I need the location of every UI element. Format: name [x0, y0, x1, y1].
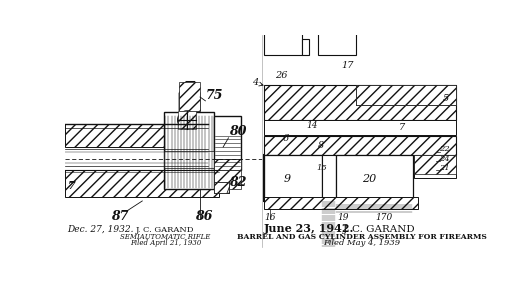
Bar [214, 182, 229, 193]
Text: 19: 19 [337, 213, 349, 222]
Text: Dec. 27, 1932.: Dec. 27, 1932. [68, 225, 134, 234]
Bar [318, 9, 356, 55]
Text: Filed April 21, 1930: Filed April 21, 1930 [130, 239, 201, 247]
Bar [264, 135, 456, 155]
Bar [214, 116, 241, 170]
Bar [414, 155, 456, 174]
Polygon shape [179, 82, 200, 111]
Bar [356, 86, 456, 105]
Text: J. C. GARAND: J. C. GARAND [136, 226, 195, 234]
Circle shape [178, 111, 196, 129]
Bar [164, 112, 214, 189]
Text: BARREL AND GAS CYLINDER ASSEMBLY FOR FIREARMS: BARREL AND GAS CYLINDER ASSEMBLY FOR FIR… [237, 233, 487, 241]
Bar [264, 120, 456, 135]
Text: 15: 15 [316, 164, 327, 172]
Bar [214, 159, 241, 170]
Bar [264, 86, 456, 120]
Bar [214, 170, 241, 189]
Text: 4: 4 [252, 78, 263, 87]
Text: 6: 6 [283, 134, 289, 143]
Bar [164, 151, 214, 168]
Bar [178, 111, 196, 129]
Bar [303, 39, 309, 55]
Text: 7: 7 [399, 123, 405, 132]
Bar [214, 182, 229, 193]
Text: 170: 170 [376, 213, 393, 222]
Text: 82: 82 [229, 176, 247, 189]
Text: SEMIAUTOMATIC RIFLE: SEMIAUTOMATIC RIFLE [120, 233, 210, 241]
Text: 80: 80 [229, 125, 247, 138]
Bar [414, 155, 456, 178]
Text: 7: 7 [68, 181, 75, 191]
Text: 8: 8 [318, 141, 324, 150]
Text: 20: 20 [362, 174, 377, 184]
Bar [66, 170, 219, 197]
Bar [335, 155, 413, 201]
Bar [179, 82, 200, 111]
Text: 75: 75 [205, 88, 223, 101]
Text: Filed May 4, 1939: Filed May 4, 1939 [323, 239, 400, 247]
Text: 21: 21 [439, 164, 450, 172]
Text: 16: 16 [264, 213, 275, 222]
Text: 22: 22 [439, 145, 450, 153]
Bar [322, 155, 335, 201]
Bar [66, 124, 208, 147]
Bar [264, 155, 322, 201]
Text: 26: 26 [275, 71, 288, 80]
Bar [264, 197, 418, 209]
Text: 87: 87 [112, 210, 129, 223]
Text: 14: 14 [306, 121, 318, 130]
Text: 17: 17 [341, 61, 353, 70]
Bar [264, 9, 303, 55]
Text: 5: 5 [442, 94, 449, 103]
Text: 9: 9 [283, 174, 290, 184]
Text: J. C. GARAND: J. C. GARAND [343, 225, 415, 234]
Text: 86: 86 [195, 210, 212, 223]
Bar [356, 86, 456, 105]
Text: June 23, 1942.: June 23, 1942. [264, 223, 354, 234]
Text: 24: 24 [439, 155, 450, 163]
